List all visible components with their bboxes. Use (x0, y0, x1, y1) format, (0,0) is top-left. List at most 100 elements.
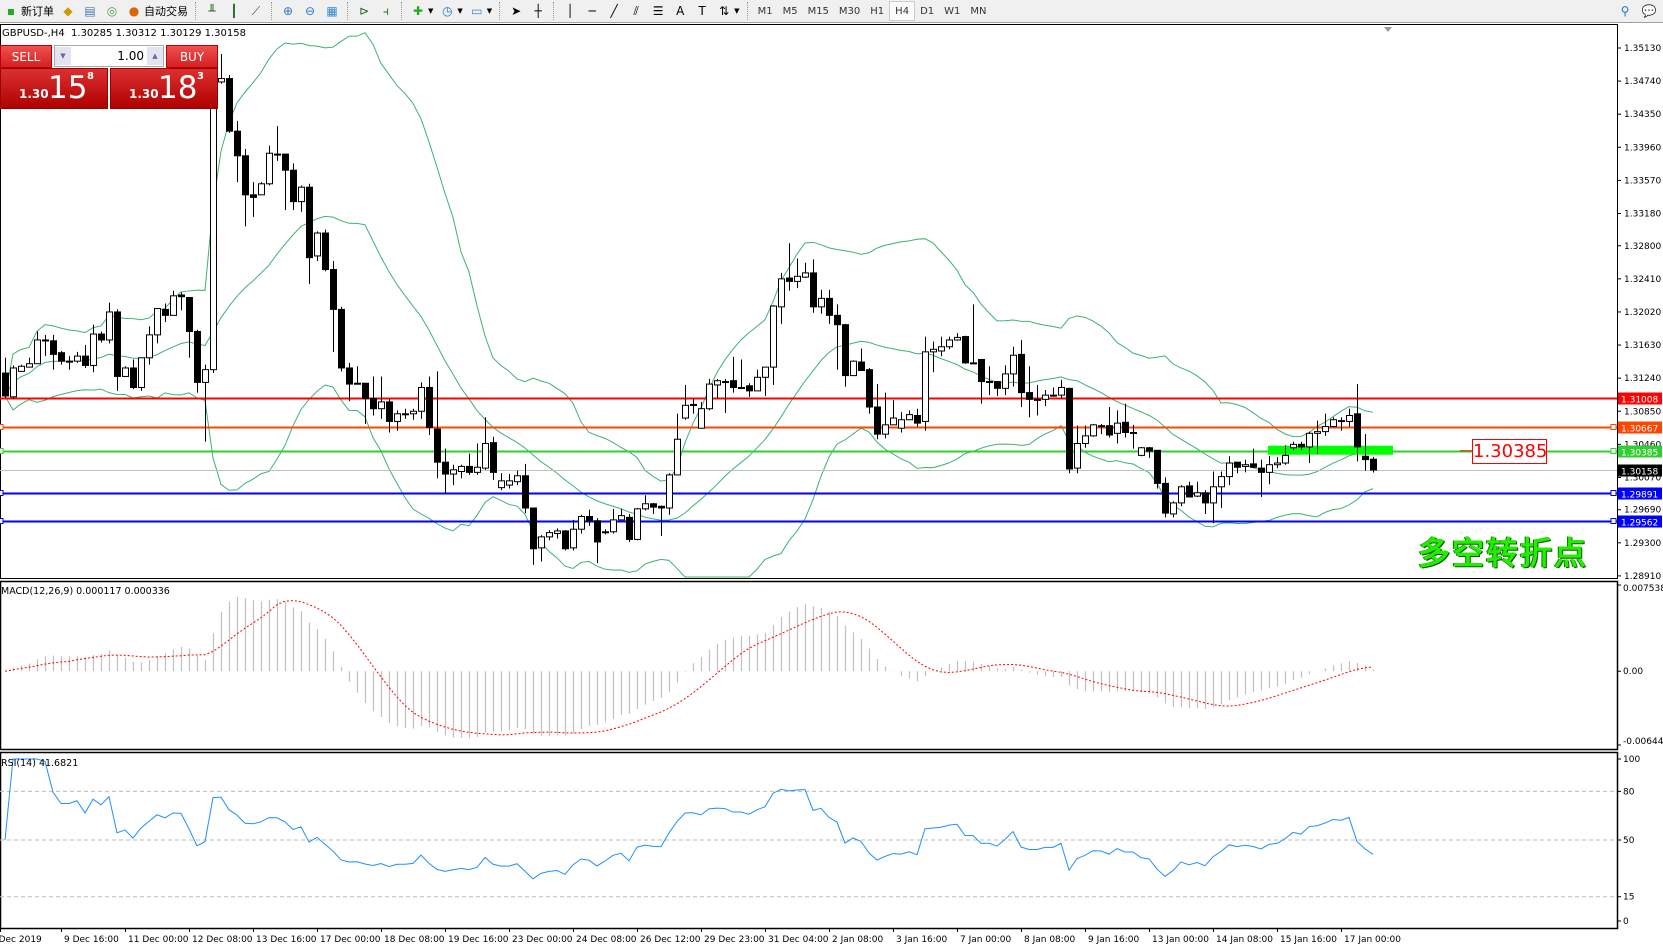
vertical-line-button[interactable]: │ (559, 1, 581, 21)
bar-chart-button[interactable]: ╨ (201, 1, 223, 21)
lot-decrease-icon[interactable]: ▼ (55, 47, 71, 65)
new-order-button[interactable]: ▪ 新订单 (0, 1, 57, 21)
bearish-candle (1258, 467, 1265, 473)
lot-size-input[interactable]: 1.00 (117, 49, 144, 63)
equidistant-channel-button[interactable]: ⫽ (625, 1, 647, 21)
bullish-candle (666, 474, 673, 509)
arrows-button[interactable]: ⇅ ▼ (713, 1, 742, 21)
timeframe-m15[interactable]: M15 (807, 5, 829, 17)
level-handle (0, 518, 4, 524)
bullish-candle (1194, 492, 1201, 497)
time-axis-label: 15 Jan 16:00 (1280, 935, 1337, 945)
bullish-candle (554, 530, 561, 534)
candlestick-chart-button[interactable]: ┃ (223, 1, 245, 21)
bullish-candle (1082, 435, 1089, 445)
timeframe-m30[interactable]: M30 (838, 5, 861, 17)
timeframe-h4[interactable]: H4 (889, 1, 916, 21)
bearish-candle (306, 186, 313, 259)
bearish-candle (82, 355, 89, 366)
price-axis-label: 1.31630 (1624, 341, 1661, 351)
price-callout-label[interactable]: 1.30385 (1472, 439, 1548, 464)
bullish-candle (474, 466, 481, 473)
fibonacci-icon: ☰ (652, 4, 664, 18)
time-axis-label: 7 Jan 00:00 (960, 935, 1012, 945)
level-price-tag (1618, 464, 1662, 477)
navigator-button[interactable]: ▤ (79, 1, 101, 21)
sell-price-button[interactable]: 1.30 15 8 (0, 68, 108, 109)
vertical-line-icon: │ (566, 4, 574, 18)
signals-button[interactable]: ◎ (101, 1, 123, 21)
price-axis-label: 1.34740 (1624, 77, 1661, 87)
sell-button[interactable]: SELL (0, 45, 52, 68)
crosshair-icon: ┼ (534, 4, 542, 18)
bearish-candle (1362, 455, 1369, 461)
bullish-candle (10, 367, 17, 398)
line-chart-icon: ⟋ (251, 4, 261, 18)
market-watch-button[interactable]: ◆ (57, 1, 79, 21)
price-axis-label: 1.35130 (1624, 44, 1661, 54)
periods-button[interactable]: ◷ ▼ (436, 1, 465, 21)
text-button[interactable]: A (669, 1, 691, 21)
bullish-candle (778, 278, 785, 308)
time-axis-label: 11 Dec 00:00 (128, 935, 189, 945)
auto-trading-label: 自动交易 (144, 5, 188, 18)
timeframe-w1[interactable]: W1 (944, 5, 961, 17)
auto-trading-button[interactable]: ● 自动交易 (123, 1, 191, 21)
timeframe-m5[interactable]: M5 (782, 5, 798, 17)
bullish-candle (122, 367, 129, 377)
crosshair-button[interactable]: ┼ (527, 1, 549, 21)
macd-label: MACD(12,26,9) 0.000117 0.000336 (1, 586, 170, 597)
bullish-candle (354, 382, 361, 385)
timeframe-d1[interactable]: D1 (920, 5, 935, 17)
time-axis-label: 18 Dec 08:00 (384, 935, 445, 945)
bearish-candle (866, 369, 873, 408)
bullish-candle (690, 403, 697, 406)
timeframe-m1[interactable]: M1 (757, 5, 773, 17)
trendline-button[interactable]: ╱ (603, 1, 625, 21)
price-axis-label: 1.32410 (1624, 275, 1661, 285)
level-price-label: 1.29891 (1621, 491, 1658, 501)
chat-icon[interactable]: 💬 (1641, 4, 1657, 18)
price-axis-label: 1.30850 (1624, 407, 1661, 417)
line-chart-button[interactable]: ⟋ (245, 1, 267, 21)
zoom-out-button[interactable]: ⊖ (299, 1, 321, 21)
tile-windows-button[interactable]: ▦ (321, 1, 343, 21)
cursor-button[interactable]: ➤ (505, 1, 527, 21)
search-icon[interactable]: ⚲ (1620, 4, 1630, 18)
bullish-candle (18, 365, 25, 372)
bullish-candle (170, 295, 177, 316)
add-indicator-icon: ✚ (412, 4, 424, 18)
time-axis-label: 13 Jan 00:00 (1152, 935, 1209, 945)
bullish-candle (274, 153, 281, 156)
buy-button[interactable]: BUY (166, 45, 218, 68)
templates-button[interactable]: ▭ ▼ (466, 1, 495, 21)
bullish-candle (762, 366, 769, 378)
toolbar-right: ⚲ 💬 (1617, 3, 1663, 19)
new-order-label: 新订单 (21, 5, 54, 18)
bearish-candle (962, 336, 969, 364)
fibonacci-button[interactable]: ☰ (647, 1, 669, 21)
timeframe-h1[interactable]: H1 (870, 5, 885, 17)
bearish-candle (1202, 492, 1209, 504)
bearish-candle (786, 277, 793, 282)
lot-size-stepper[interactable]: ▼ 1.00 ▲ (54, 45, 164, 67)
bearish-candle (442, 461, 449, 475)
chart-shift-button[interactable]: ⫞ (375, 1, 397, 21)
zoom-in-button[interactable]: ⊕ (277, 1, 299, 21)
buy-price-button[interactable]: 1.30 18 3 (110, 68, 218, 109)
lot-increase-icon[interactable]: ▲ (147, 47, 163, 65)
timeframe-mn[interactable]: MN (970, 5, 987, 17)
bearish-candle (522, 475, 529, 509)
bullish-candle (1170, 502, 1177, 515)
text-label-button[interactable]: T (691, 1, 713, 21)
horizontal-line-button[interactable]: ─ (581, 1, 603, 21)
bullish-candle (938, 346, 945, 352)
time-axis-label: 3 Jan 16:00 (896, 935, 948, 945)
bearish-candle (1146, 447, 1153, 452)
time-axis-label: 14 Jan 08:00 (1216, 935, 1273, 945)
zoom-in-icon: ⊕ (282, 4, 294, 18)
auto-scroll-button[interactable]: ⊳ (353, 1, 375, 21)
indicators-button[interactable]: ✚ ▼ (407, 1, 436, 21)
annotation-text[interactable]: 多空转折点 (1418, 534, 1589, 572)
